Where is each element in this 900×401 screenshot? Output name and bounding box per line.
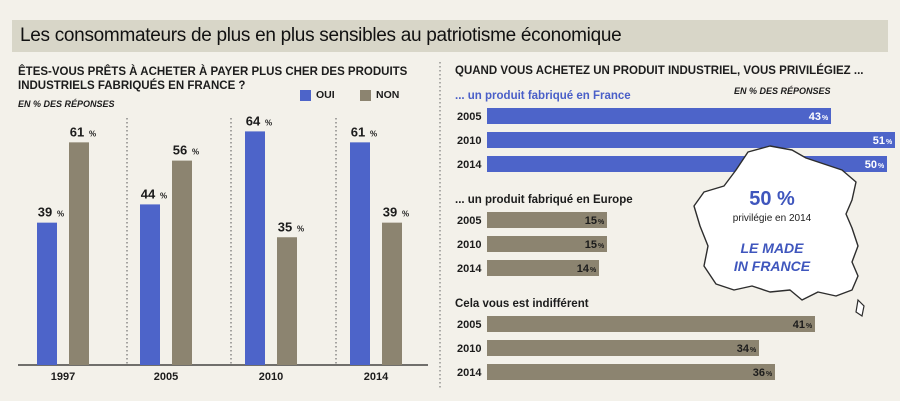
hbar-value-1-2014: 14 — [577, 263, 590, 275]
legend-non-label: NON — [376, 89, 400, 101]
year-label-2005: 2005 — [457, 215, 481, 227]
hbar-value-1-2010: 15 — [585, 239, 597, 251]
data-label-oui-2014: 61 — [351, 124, 365, 139]
data-label-oui-2005: 44 — [141, 186, 156, 201]
legend-oui-swatch — [300, 89, 311, 101]
callout-subtitle: privilégie en 2014 — [732, 213, 812, 224]
hbar-unit-0-2005: % — [822, 115, 829, 122]
hbar-2-2014 — [487, 364, 775, 380]
data-label-unit: % — [370, 129, 377, 138]
france-map-icon — [693, 145, 859, 301]
hbar-value-1-2005: 15 — [585, 215, 597, 227]
bar-oui-1997 — [37, 222, 57, 365]
section-title-indifferent: Cela vous est indifférent — [455, 298, 589, 310]
hbar-1-2014 — [487, 260, 599, 276]
page-title: Les consommateurs de plus en plus sensib… — [20, 25, 622, 46]
data-label-unit: % — [89, 129, 96, 138]
hbar-0-2005 — [487, 108, 831, 124]
data-label-unit: % — [57, 210, 64, 219]
hbar-1-2010 — [487, 236, 607, 252]
year-label-2014: 2014 — [457, 367, 482, 379]
hbar-value-0-2005: 43 — [809, 111, 821, 123]
data-label-non-2014: 39 — [383, 205, 397, 220]
hbar-unit-0-2014: % — [878, 163, 885, 170]
hbar-unit-2-2010: % — [750, 347, 757, 354]
left-question: ÊTES-VOUS PRÊTS À ACHETER À PAYER PLUS C… — [18, 66, 408, 92]
year-label-2005: 2005 — [457, 319, 481, 331]
bar-non-2010 — [277, 237, 297, 365]
data-label-non-1997: 61 — [70, 124, 84, 139]
data-label-unit: % — [265, 118, 272, 127]
data-label-unit: % — [402, 210, 409, 219]
hbar-unit-0-2010: % — [886, 139, 893, 146]
title-banner — [12, 20, 888, 52]
year-label-2014: 2014 — [457, 263, 482, 275]
corsica-shape — [855, 298, 865, 317]
bar-non-2005 — [172, 160, 192, 365]
bar-oui-2005 — [140, 204, 160, 365]
hbar-value-2-2014: 36 — [753, 367, 765, 379]
legend-oui: OUI — [300, 89, 335, 101]
data-label-unit: % — [297, 224, 304, 233]
data-label-unit: % — [192, 148, 199, 157]
hbar-unit-1-2014: % — [590, 267, 597, 274]
data-label-non-2010: 35 — [278, 219, 292, 234]
section-title-europe: ... un produit fabriqué en Europe — [455, 194, 633, 206]
year-label-2010: 2010 — [457, 239, 481, 251]
left-unit-label: EN % DES RÉPONSES — [18, 99, 115, 109]
hbar-unit-2-2005: % — [806, 323, 813, 330]
data-label-unit: % — [160, 191, 167, 200]
year-label-2014: 2014 — [457, 159, 482, 171]
year-label-2010: 2010 — [457, 343, 481, 355]
bar-non-2014 — [382, 222, 402, 365]
hbar-2-2010 — [487, 340, 759, 356]
data-label-oui-2010: 64 — [246, 113, 261, 128]
year-label-2010: 2010 — [457, 135, 481, 147]
hbar-value-0-2010: 51 — [873, 135, 885, 147]
category-label-2005: 2005 — [154, 371, 178, 383]
callout-line2: IN FRANCE — [733, 258, 811, 274]
category-label-2014: 2014 — [364, 371, 389, 383]
bar-oui-2010 — [245, 131, 265, 365]
hbar-unit-2-2014: % — [766, 371, 773, 378]
hbar-0-2010 — [487, 132, 895, 148]
category-label-1997: 1997 — [51, 371, 75, 383]
section-title-france: ... un produit fabriqué en France — [455, 90, 631, 102]
hbar-2-2005 — [487, 316, 815, 332]
legend-oui-label: OUI — [316, 89, 335, 101]
data-label-oui-1997: 39 — [38, 205, 52, 220]
legend-non: NON — [360, 89, 399, 101]
hbar-unit-1-2005: % — [598, 219, 605, 226]
category-label-2010: 2010 — [259, 371, 283, 383]
hbar-value-2-2010: 34 — [737, 343, 750, 355]
bar-non-1997 — [69, 142, 89, 365]
year-label-2005: 2005 — [457, 111, 481, 123]
hbar-value-2-2005: 41 — [793, 319, 805, 331]
hbar-1-2005 — [487, 212, 607, 228]
data-label-non-2005: 56 — [173, 143, 187, 158]
hbar-value-0-2014: 50 — [865, 159, 877, 171]
right-question: QUAND VOUS ACHETEZ UN PRODUIT INDUSTRIEL… — [455, 65, 864, 77]
vertical-bar-chart: 39 % 61 % 1997 44 % 56 % 2005 64 % 35 % 2010 61 % 39 % 2014 — [18, 113, 428, 383]
callout-line1: LE MADE — [740, 240, 804, 256]
callout-value: 50 % — [749, 188, 795, 210]
right-unit-label: EN % DES RÉPONSES — [734, 86, 831, 96]
bar-oui-2014 — [350, 142, 370, 365]
legend-non-swatch — [360, 89, 371, 101]
hbar-unit-1-2010: % — [598, 243, 605, 250]
